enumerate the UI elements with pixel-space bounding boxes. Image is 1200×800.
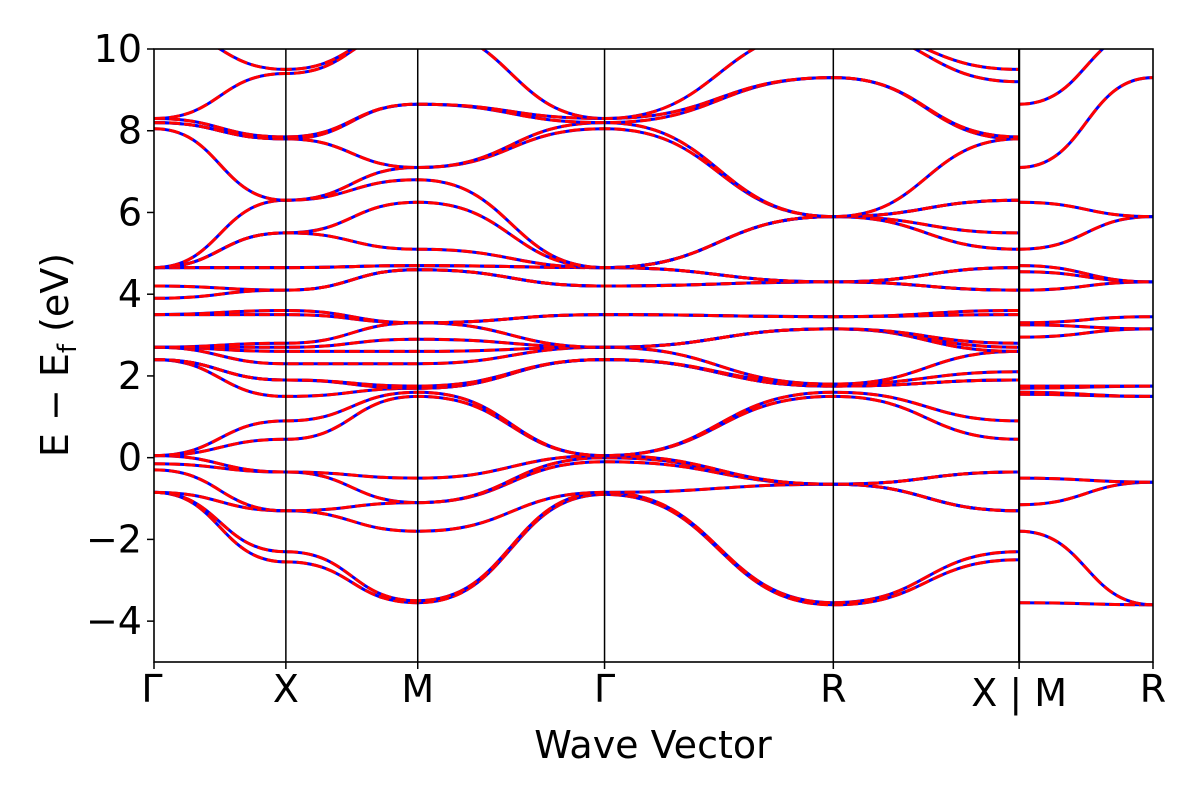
band-line-seg0-25-dashed [154,121,1020,219]
band-line-seg1-16-dashed [1019,76,1153,169]
x-tick-label-0: Γ [141,667,162,711]
band-line-seg1-2-dashed [1019,480,1153,507]
y-axis-title-subscript: f [53,343,83,353]
band-line-seg0-24-dashed [154,127,1020,219]
band-line-seg0-3-base [154,460,1020,513]
y-tick-label-2: 6 [118,190,142,234]
x-tick-label-3: Γ [594,667,615,711]
band-line-seg0-20-dashed [154,264,1020,284]
band-line-seg1-14-dashed [1019,215,1153,251]
band-line-seg0-23-base [154,178,1020,270]
band-line-seg0-5-base [154,454,1020,486]
x-tick-label-6: R [1140,667,1166,711]
y-tick-label-6: −2 [86,517,142,561]
band-line-seg1-0-dashed [1019,601,1153,607]
band-line-seg0-6-dashed [154,394,1020,458]
y-axis-title-main: E − E [33,353,77,457]
band-line-seg0-28-dashed [154,49,1020,121]
band-line-seg0-27-dashed [154,76,1020,139]
x-axis-title: Wave Vector [534,723,772,767]
band-line-seg0-5-dashed [154,454,1020,486]
y-tick-label-3: 4 [118,272,142,316]
band-line-seg0-14-dashed [154,321,1020,349]
band-line-seg0-11-dashed [154,345,1020,386]
band-line-seg0-0-base [154,490,1020,607]
band-line-seg1-13-dashed [1019,264,1153,284]
y-axis-ticks: 10 8 6 4 2 0 −2 −4 [86,27,154,643]
band-line-seg0-22-base [154,200,1020,270]
x-tick-label-2: M [401,667,434,711]
band-line-seg1-9-dashed [1019,323,1153,331]
band-line-seg1-10-dashed [1019,315,1153,325]
x-axis-ticks: Γ X M Γ R X | M R [141,662,1166,716]
band-line-seg0-1-dashed [154,490,1020,605]
plot-frame [153,48,1154,663]
band-line-seg1-3-dashed [1019,476,1153,484]
y-tick-label-0: 10 [94,27,142,71]
y-tick-label-1: 8 [118,109,142,153]
band-line-seg0-23-dashed [154,178,1020,270]
y-axis-title: E − Ef (eV) [33,253,83,457]
band-line-seg0-2-dashed [154,482,1020,533]
kpoint-lines [285,49,1021,662]
band-line-seg0-21-base [154,215,1020,270]
x-tick-label-1: X [273,667,299,711]
band-line-seg0-21-dashed [154,215,1020,270]
y-tick-label-5: 0 [118,436,142,480]
x-tick-label-5: X | M [971,671,1067,716]
y-tick-label-7: −4 [86,599,142,643]
band-line-seg0-6-base [154,394,1020,458]
y-axis-title-unit: (eV) [33,253,77,344]
band-line-seg0-2-base [154,482,1020,533]
x-tick-label-4: R [820,667,846,711]
band-line-seg0-1-base [154,490,1020,605]
band-line-seg0-3-dashed [154,460,1020,513]
band-line-seg0-16-dashed [154,308,1020,325]
band-line-seg0-0-dashed [154,490,1020,607]
band-line-seg1-5-dashed [1019,390,1153,398]
bands-layer [154,49,1153,607]
band-line-seg0-29-dashed [217,49,1020,71]
band-line-seg1-1-dashed [1019,529,1153,607]
band-line-seg1-17-dashed [1019,49,1105,106]
band-line-seg1-15-dashed [1019,200,1153,219]
y-tick-label-4: 2 [118,354,142,398]
band-line-seg1-11-dashed [1019,280,1153,292]
band-line-seg0-22-dashed [154,200,1020,270]
